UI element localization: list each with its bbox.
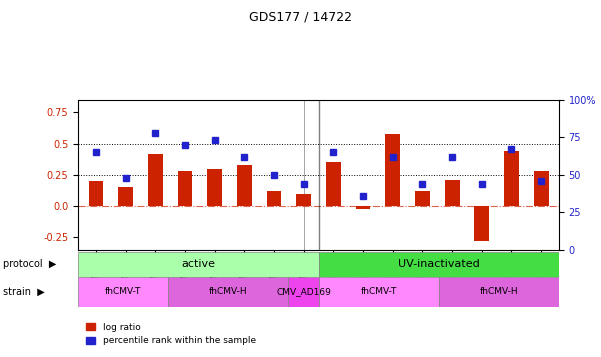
Text: fhCMV-T: fhCMV-T (105, 287, 141, 296)
Bar (415, 191, 430, 206)
FancyBboxPatch shape (319, 277, 439, 307)
FancyBboxPatch shape (288, 277, 319, 307)
Text: fhCMV-H: fhCMV-H (209, 287, 248, 296)
Bar (118, 187, 133, 206)
Bar (207, 169, 222, 206)
Bar (356, 206, 370, 208)
FancyBboxPatch shape (168, 277, 288, 307)
Text: protocol  ▶: protocol ▶ (3, 259, 56, 269)
FancyBboxPatch shape (78, 252, 319, 277)
Text: fhCMV-T: fhCMV-T (361, 287, 397, 296)
Bar (534, 171, 549, 206)
FancyBboxPatch shape (439, 277, 559, 307)
Text: UV-inactivated: UV-inactivated (398, 259, 480, 269)
FancyBboxPatch shape (78, 277, 168, 307)
Bar (237, 165, 252, 206)
Bar (385, 134, 400, 206)
Text: GDS177 / 14722: GDS177 / 14722 (249, 11, 352, 24)
Bar (474, 206, 489, 241)
Bar (177, 171, 192, 206)
Text: CMV_AD169: CMV_AD169 (276, 287, 331, 296)
Bar (88, 181, 103, 206)
Text: fhCMV-H: fhCMV-H (480, 287, 518, 296)
Bar (148, 154, 163, 206)
Bar (445, 180, 460, 206)
Text: active: active (182, 259, 215, 269)
Legend: log ratio, percentile rank within the sample: log ratio, percentile rank within the sa… (83, 319, 259, 349)
Bar (267, 191, 281, 206)
Text: strain  ▶: strain ▶ (3, 287, 44, 297)
FancyBboxPatch shape (319, 252, 559, 277)
Bar (504, 151, 519, 206)
Bar (296, 193, 311, 206)
Bar (326, 162, 341, 206)
